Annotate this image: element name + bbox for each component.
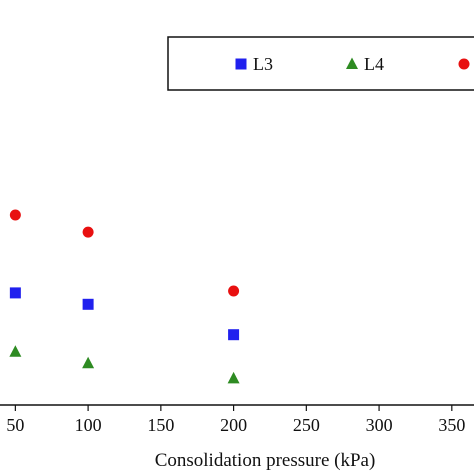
series-square <box>9 287 240 341</box>
x-tick-label: 250 <box>293 415 320 435</box>
x-tick-label: 100 <box>75 415 102 435</box>
series-layer <box>9 209 240 384</box>
series-triangle <box>9 345 240 384</box>
data-point-triangle <box>9 345 22 357</box>
data-point-triangle <box>227 371 240 384</box>
x-tick-label: 150 <box>147 415 174 435</box>
legend: L3 L4 <box>167 36 474 91</box>
data-point-square <box>82 298 94 310</box>
legend-box <box>167 36 474 91</box>
data-point-square <box>228 329 240 341</box>
data-point-square <box>9 287 21 299</box>
x-axis-title: Consolidation pressure (kPa) <box>155 450 376 471</box>
legend-label: L3 <box>253 54 273 74</box>
series-circle <box>9 209 240 297</box>
legend-marker-square <box>235 58 247 70</box>
x-tick-label: 300 <box>366 415 393 435</box>
data-point-circle <box>228 285 240 297</box>
data-point-triangle <box>82 356 95 369</box>
x-tick-label: 350 <box>438 415 465 435</box>
x-tick-group: 50 100 150 200 250 300 350 <box>6 405 465 435</box>
x-tick-label: 50 <box>6 415 24 435</box>
x-tick-label: 200 <box>220 415 247 435</box>
legend-label: L4 <box>364 54 384 74</box>
data-point-circle <box>82 226 94 238</box>
legend-items: L3 L4 <box>235 54 470 74</box>
legend-marker-circle <box>458 58 470 70</box>
legend-marker-triangle <box>346 57 358 69</box>
data-point-circle <box>9 209 21 221</box>
